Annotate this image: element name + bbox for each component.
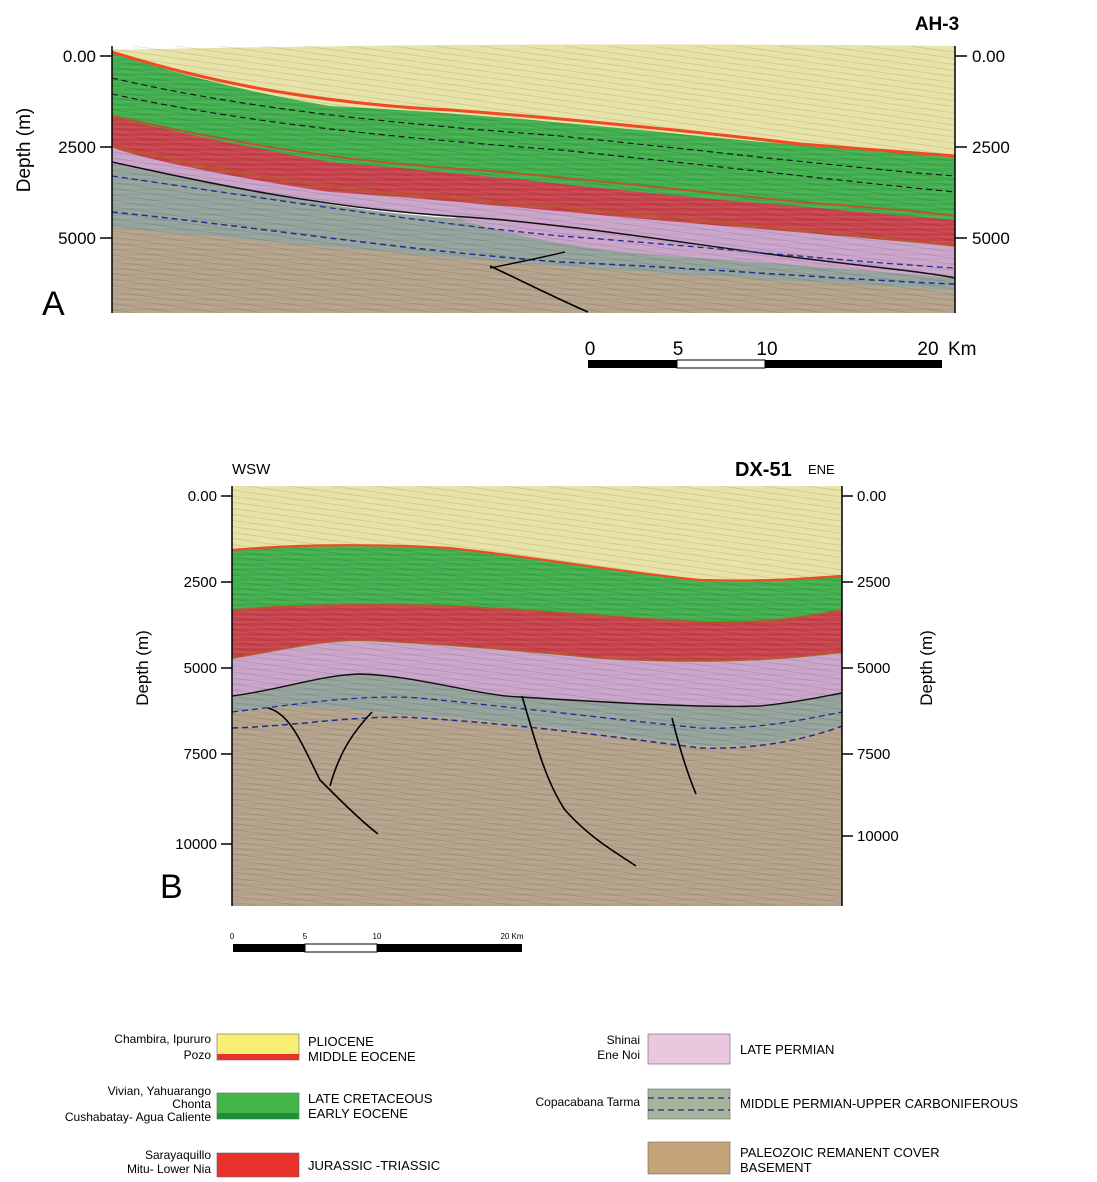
b-panel-letter: B: [160, 868, 183, 906]
a-tick-right-0: 0.00: [972, 47, 1005, 66]
legend-age: BASEMENT: [740, 1160, 812, 1175]
b-ylabel-right: Depth (m): [917, 630, 936, 706]
b-tick-right-0: 0.00: [857, 488, 886, 505]
legend-item-basement: PALEOZOIC REMANENT COVER BASEMENT: [647, 1141, 940, 1175]
legend-formation: Vivian, Yahuarango: [108, 1084, 212, 1098]
a-scale-0: 0: [585, 339, 596, 360]
a-internal-dash-3: [111, 93, 956, 193]
legend-item-permian: Shinai Ene Noi LATE PERMIAN: [597, 1033, 834, 1065]
legend-formation: Copacabana Tarma: [535, 1095, 640, 1109]
a-scale-5: 5: [673, 339, 684, 360]
a-tick-left-1: 2500: [58, 138, 96, 157]
b-fault-4: [671, 717, 697, 795]
b-fault-1: [267, 707, 379, 835]
b-scale-0: 0: [230, 932, 235, 941]
legend-item-carboniferous: Copacabana Tarma MIDDLE PERMIAN-UPPER CA…: [535, 1088, 1018, 1120]
legend-age: PALEOZOIC REMANENT COVER: [740, 1145, 940, 1160]
legend-age: JURASSIC -TRIASSIC: [308, 1158, 440, 1173]
legend-formation: Pozo: [184, 1048, 212, 1062]
legend-formation: Mitu- Lower Nia: [127, 1162, 211, 1176]
legend-formation: Cushabatay- Agua Caliente: [65, 1110, 211, 1124]
legend-age: LATE CRETACEOUS: [308, 1091, 433, 1106]
b-tick-right-3: 7500: [857, 746, 890, 763]
legend: Chambira, Ipururo Pozo PLIOCENE MIDDLE E…: [65, 1032, 1018, 1178]
a-ylabel: Depth (m): [14, 108, 35, 192]
a-scale-bar: 0 5 10 20 Km: [585, 339, 977, 369]
a-tick-right-2: 5000: [972, 229, 1010, 248]
b-top-jurassic-line: [231, 603, 843, 624]
b-fault-3: [521, 695, 637, 867]
b-top-cretaceous-line: [231, 544, 843, 582]
b-scale-bar: 0 5 10 20 Km: [230, 932, 524, 953]
b-tick-left-2: 5000: [184, 660, 217, 677]
legend-formation: Chambira, Ipururo: [114, 1032, 211, 1046]
b-tick-left-1: 2500: [184, 574, 217, 591]
b-tick-left-4: 10000: [175, 836, 217, 853]
a-scale-unit: Km: [948, 339, 977, 360]
a-fault-2: [489, 251, 566, 269]
panel-a-section: [111, 44, 956, 313]
panel-b-section: [231, 486, 843, 906]
legend-formation: Ene Noi: [597, 1048, 640, 1062]
legend-swatch: [647, 1088, 731, 1120]
legend-formation: Shinai: [607, 1033, 640, 1047]
legend-item-pliocene: Chambira, Ipururo Pozo PLIOCENE MIDDLE E…: [114, 1032, 416, 1064]
legend-age: EARLY EOCENE: [308, 1106, 408, 1121]
legend-age: LATE PERMIAN: [740, 1042, 834, 1057]
b-tick-left-3: 7500: [184, 746, 217, 763]
a-scale-10: 10: [756, 339, 777, 360]
a-top-jurassic-line: [111, 115, 956, 217]
panel-a: 0.00 2500 5000 0.00 2500 5000 Depth (m) …: [14, 14, 1010, 369]
a-panel-letter: A: [42, 285, 65, 323]
b-right-direction: ENE: [808, 462, 835, 477]
b-tick-right-4: 10000: [857, 828, 899, 845]
panel-b: 0.00 2500 5000 7500 10000 0.00 2500 5000…: [133, 459, 936, 953]
legend-swatch: [647, 1141, 731, 1175]
b-internal-dash: [231, 696, 843, 729]
legend-swatch: [216, 1152, 300, 1178]
legend-age: PLIOCENE: [308, 1034, 374, 1049]
b-scale-20: 20 Km: [500, 932, 523, 941]
b-top-permian-line: [231, 639, 843, 662]
b-scale-5: 5: [303, 932, 308, 941]
b-well-name: DX-51: [735, 459, 792, 481]
legend-age: MIDDLE EOCENE: [308, 1049, 416, 1064]
b-tick-left-0: 0.00: [188, 488, 217, 505]
legend-formation: Sarayaquillo: [145, 1148, 211, 1162]
legend-age: MIDDLE PERMIAN-UPPER CARBONIFEROUS: [740, 1096, 1018, 1111]
b-tick-right-1: 2500: [857, 574, 890, 591]
a-internal-dash-1: [111, 175, 956, 269]
a-top-permian-line: [111, 145, 956, 247]
b-left-direction: WSW: [232, 461, 271, 478]
a-top-cretaceous-line: [111, 50, 956, 158]
a-tick-left-2: 5000: [58, 229, 96, 248]
legend-item-jurassic: Sarayaquillo Mitu- Lower Nia JURASSIC -T…: [127, 1148, 440, 1178]
legend-item-cretaceous: Vivian, Yahuarango Chonta Cushabatay- Ag…: [65, 1084, 433, 1124]
a-tick-right-1: 2500: [972, 138, 1010, 157]
b-scale-10: 10: [373, 932, 382, 941]
legend-swatch: [647, 1033, 731, 1065]
a-scale-20: 20: [917, 339, 938, 360]
b-top-carboniferous-line: [231, 673, 843, 708]
a-base-carboniferous-line: [111, 211, 956, 285]
b-tick-right-2: 5000: [857, 660, 890, 677]
a-tick-left-0: 0.00: [63, 47, 96, 66]
a-well-name: AH-3: [915, 14, 959, 35]
a-top-carboniferous-line: [111, 161, 956, 279]
b-base-carboniferous-line: [231, 716, 843, 749]
b-ylabel-left: Depth (m): [133, 630, 152, 706]
b-fault-2: [329, 711, 373, 787]
a-internal-dash-2: [111, 77, 956, 177]
legend-formation: Chonta: [172, 1097, 211, 1111]
a-fault-1: [489, 265, 589, 313]
